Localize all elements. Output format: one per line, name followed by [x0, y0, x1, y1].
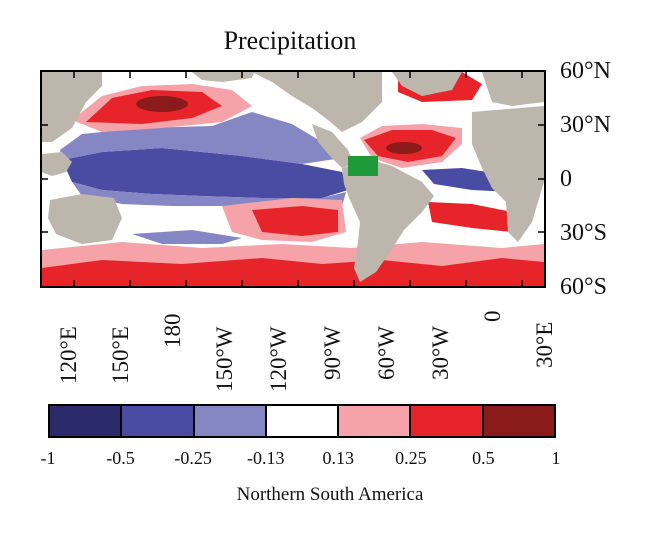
colorbar-tick-label: 0.13 [322, 448, 355, 468]
region-box-northern-south-america [348, 156, 378, 176]
land-asia [42, 72, 102, 142]
lat-label-60s: 60°S [560, 274, 607, 300]
lat-label-0: 0 [560, 166, 572, 192]
colorbar-cell [411, 406, 484, 436]
lon-label-90w: 90°W [320, 326, 345, 380]
lon-label-150e: 150°E [108, 326, 133, 384]
lon-label-30w: 30°W [428, 326, 453, 380]
colorbar-cell [483, 406, 554, 436]
lon-label-150w: 150°W [212, 326, 237, 392]
lat-label-30s: 30°S [560, 220, 607, 246]
lon-label-180: 180 [160, 313, 185, 349]
colorbar-title: Northern South America [236, 484, 424, 505]
precipitation-map [42, 72, 544, 286]
colorbar-cell [122, 406, 195, 436]
colorbar-tick-label: 0.25 [395, 448, 427, 468]
colorbar-tick-label: -0.5 [106, 448, 135, 468]
colorbar [48, 404, 556, 438]
land-europe [482, 72, 544, 106]
land-alaska [192, 72, 254, 82]
lat-label-30n: 30°N [560, 112, 611, 138]
colorbar-tick-label: 1 [551, 448, 561, 468]
colorbar-cell [339, 406, 412, 436]
lat-label-60n: 60°N [560, 58, 611, 84]
south-atlantic-red [428, 202, 512, 232]
map-panel [40, 70, 546, 288]
colorbar-tick-label: -0.25 [174, 448, 212, 468]
colorbar-tick-label: 0.5 [472, 448, 495, 468]
lon-label-30e: 30°E [532, 321, 557, 368]
land-south-america [342, 160, 434, 282]
lon-label-60w: 60°W [374, 326, 399, 380]
colorbar-tick-label: -1 [40, 448, 56, 468]
lon-label-0: 0 [480, 310, 505, 323]
southern-ocean-red-core [42, 258, 544, 286]
pacific-blue-band [62, 148, 348, 198]
map-ticks [42, 72, 544, 286]
colorbar-cell [50, 406, 123, 436]
colorbar-tick-label: -0.13 [246, 448, 285, 468]
pacific-lightblue-band [60, 112, 342, 164]
chart-title: Precipitation [223, 26, 357, 55]
south-pacific-red-core [252, 206, 338, 236]
north-atlantic-darkred [386, 142, 422, 154]
colorbar-cell [194, 406, 267, 436]
land-africa [472, 106, 544, 242]
land-maritime [42, 152, 72, 176]
colorbar-cell [266, 406, 340, 436]
land-north-america [252, 72, 382, 132]
lon-label-120e: 120°E [56, 326, 81, 384]
lon-label-120w: 120°W [266, 326, 291, 392]
southern-ocean-blue [132, 230, 242, 244]
land-australia [48, 194, 122, 244]
land-central-america [312, 124, 354, 168]
north-pacific-darkred [136, 96, 188, 112]
